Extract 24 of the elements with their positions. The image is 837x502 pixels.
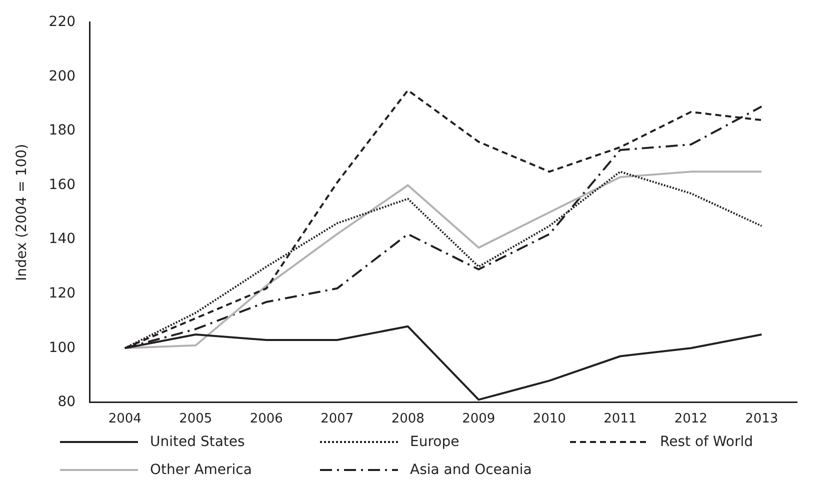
- legend-label: United States: [150, 434, 245, 450]
- y-tick-label: 80: [58, 394, 76, 410]
- x-tick-label: 2010: [532, 412, 566, 427]
- legend-label: Rest of World: [660, 434, 754, 450]
- y-tick-label: 140: [48, 231, 76, 248]
- legend-label: Other America: [150, 462, 252, 478]
- x-tick-label: 2007: [320, 412, 354, 427]
- y-tick-label: 180: [48, 122, 76, 139]
- y-tick-label: 200: [48, 68, 76, 84]
- x-tick-label: 2011: [604, 412, 637, 427]
- x-tick-label: 2004: [108, 412, 142, 427]
- x-tick-label: 2006: [250, 412, 283, 427]
- y-axis-title: Index (2004 = 100): [14, 144, 30, 281]
- legend-label: Asia and Oceania: [410, 462, 532, 478]
- y-tick-label: 160: [48, 176, 76, 193]
- x-tick-label: 2005: [179, 412, 212, 427]
- y-tick-label: 100: [48, 340, 76, 356]
- legend-label: Europe: [410, 434, 460, 450]
- x-tick-label: 2008: [391, 412, 424, 427]
- y-tick-label: 120: [48, 285, 76, 302]
- x-tick-label: 2009: [462, 412, 496, 427]
- x-tick-label: 2012: [674, 412, 708, 427]
- x-tick-label: 2013: [745, 412, 778, 427]
- y-tick-label: 220: [48, 14, 76, 30]
